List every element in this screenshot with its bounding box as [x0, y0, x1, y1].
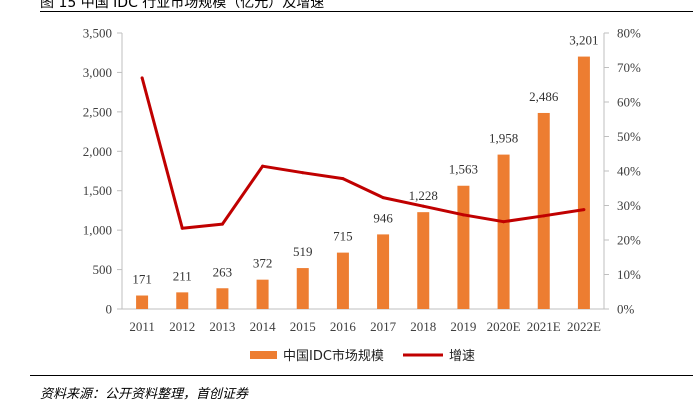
y-right-tick-label: 80%	[617, 26, 641, 41]
bar	[256, 279, 269, 309]
y-right-tick-label: 30%	[617, 198, 641, 213]
bar	[216, 288, 229, 309]
x-tick-label: 2014	[250, 319, 277, 334]
source-divider	[30, 375, 693, 376]
y-right-tick-label: 0%	[617, 302, 635, 317]
x-tick-label: 2016	[330, 319, 357, 334]
growth-point	[381, 196, 385, 200]
bar	[176, 292, 189, 309]
bar	[537, 112, 550, 309]
bar	[577, 56, 590, 310]
growth-point	[421, 204, 425, 208]
legend-bar-swatch	[250, 351, 277, 359]
y-left-tick-label: 2,000	[83, 144, 112, 159]
bar	[377, 234, 390, 309]
bar	[136, 295, 149, 309]
data-label: 1,228	[409, 188, 438, 203]
x-tick-label: 2011	[129, 319, 155, 334]
growth-point	[542, 214, 546, 218]
y-right-tick-label: 60%	[617, 95, 641, 110]
data-label: 171	[132, 272, 152, 287]
y-left-tick-label: 1,500	[83, 183, 112, 198]
data-label: 263	[213, 264, 233, 279]
figure-title-bar: 图 15 中国 IDC 行业市场规模（亿元）及增速	[0, 0, 693, 12]
y-right-tick-label: 40%	[617, 164, 641, 179]
y-left-tick-label: 1,000	[83, 223, 112, 238]
x-tick-label: 2021E	[527, 319, 561, 334]
y-right-tick-label: 20%	[617, 233, 641, 248]
x-tick-label: 2015	[290, 319, 316, 334]
growth-point	[461, 213, 465, 217]
growth-point	[220, 222, 224, 226]
bar	[497, 154, 510, 309]
growth-point	[502, 220, 506, 224]
growth-point	[301, 171, 305, 175]
y-left-tick-label: 2,500	[83, 104, 112, 119]
data-label: 946	[373, 210, 393, 225]
y-left-tick-label: 500	[93, 262, 113, 277]
y-left-tick-label: 3,000	[83, 65, 112, 80]
data-label: 519	[293, 244, 313, 259]
legend-bar-label: 中国IDC市场规模	[283, 348, 384, 364]
data-label: 1,563	[449, 162, 478, 177]
data-label: 211	[173, 268, 192, 283]
y-left-tick-label: 3,500	[83, 26, 112, 41]
source-note: 资料来源：公开资料整理，首创证券	[40, 387, 249, 402]
data-label: 372	[253, 256, 273, 271]
bar	[336, 252, 349, 309]
bar	[457, 185, 470, 309]
growth-point	[261, 164, 265, 168]
y-right-tick-label: 50%	[617, 129, 641, 144]
data-label: 1,958	[489, 131, 518, 146]
bar	[417, 212, 430, 309]
x-tick-label: 2020E	[487, 319, 521, 334]
growth-point	[341, 177, 345, 181]
x-tick-label: 2018	[410, 319, 436, 334]
x-tick-label: 2017	[370, 319, 397, 334]
data-label: 2,486	[529, 89, 559, 104]
y-left-tick-label: 0	[106, 302, 113, 317]
x-tick-label: 2013	[209, 319, 235, 334]
data-label: 715	[333, 229, 353, 244]
x-tick-label: 2022E	[567, 319, 601, 334]
legend-line-label: 增速	[449, 349, 475, 364]
y-right-tick-label: 10%	[617, 267, 641, 282]
growth-point	[140, 76, 144, 80]
growth-point	[582, 208, 586, 212]
title-divider	[40, 11, 693, 12]
x-tick-label: 2012	[169, 319, 195, 334]
bar	[296, 268, 309, 309]
figure-title: 图 15 中国 IDC 行业市场规模（亿元）及增速	[40, 0, 325, 11]
x-tick-label: 2019	[450, 319, 476, 334]
data-label: 3,201	[569, 33, 598, 48]
y-right-tick-label: 70%	[617, 60, 641, 75]
growth-line	[140, 77, 585, 230]
growth-point	[180, 226, 184, 230]
